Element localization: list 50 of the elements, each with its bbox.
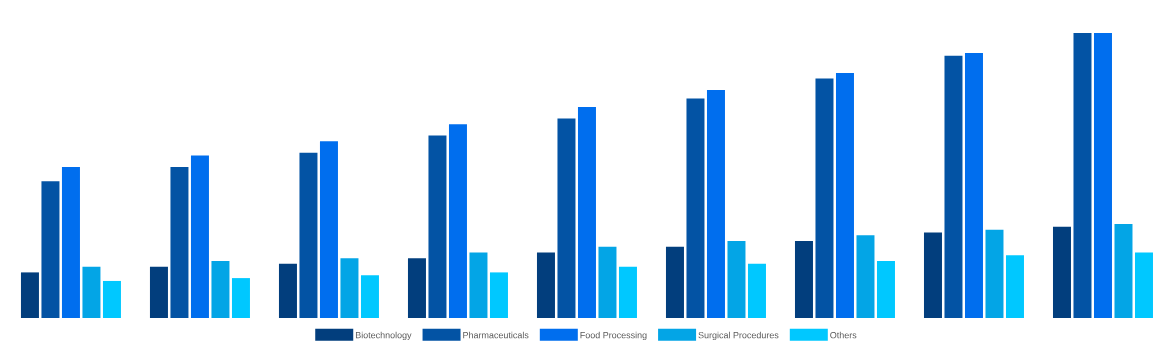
bar xyxy=(747,263,766,318)
bar xyxy=(1114,223,1133,318)
bar xyxy=(299,152,318,318)
bar xyxy=(944,55,963,318)
bar xyxy=(964,52,983,318)
bar xyxy=(190,155,209,318)
bar xyxy=(835,72,854,318)
bar xyxy=(319,141,338,318)
bar xyxy=(41,181,60,318)
bar xyxy=(1052,226,1071,318)
legend-label: Surgical Procedures xyxy=(698,331,779,341)
bar xyxy=(489,272,508,318)
legend-label: Food Processing xyxy=(580,331,647,341)
bar xyxy=(1073,33,1092,318)
bar xyxy=(1134,252,1153,318)
bar xyxy=(985,229,1004,318)
bar xyxy=(231,278,250,318)
bar xyxy=(557,118,576,318)
bar xyxy=(706,90,725,318)
bar xyxy=(149,266,168,318)
bar xyxy=(536,252,555,318)
bar xyxy=(102,280,121,318)
bar xyxy=(923,232,942,318)
bar xyxy=(876,261,895,318)
bar xyxy=(815,78,834,318)
bar xyxy=(618,266,637,318)
bar xyxy=(170,166,189,318)
bar xyxy=(448,124,467,318)
bar xyxy=(211,261,230,318)
legend-label: Biotechnology xyxy=(355,331,412,341)
legend-label: Pharmaceuticals xyxy=(463,331,529,339)
bar xyxy=(598,246,617,318)
bar xyxy=(340,258,359,318)
bar xyxy=(856,235,875,318)
bar xyxy=(727,241,746,318)
bar xyxy=(1093,33,1112,318)
bar xyxy=(360,275,379,318)
bar xyxy=(469,252,488,318)
bar xyxy=(686,98,705,318)
bar xyxy=(794,241,813,318)
bar xyxy=(61,166,80,318)
bar xyxy=(20,272,39,318)
bar xyxy=(665,246,684,318)
bar xyxy=(407,258,426,318)
bar xyxy=(1005,255,1024,318)
bar xyxy=(82,266,101,318)
bar xyxy=(428,135,447,318)
bar xyxy=(577,107,596,318)
legend-label: Others xyxy=(830,331,857,339)
bar xyxy=(278,263,297,318)
